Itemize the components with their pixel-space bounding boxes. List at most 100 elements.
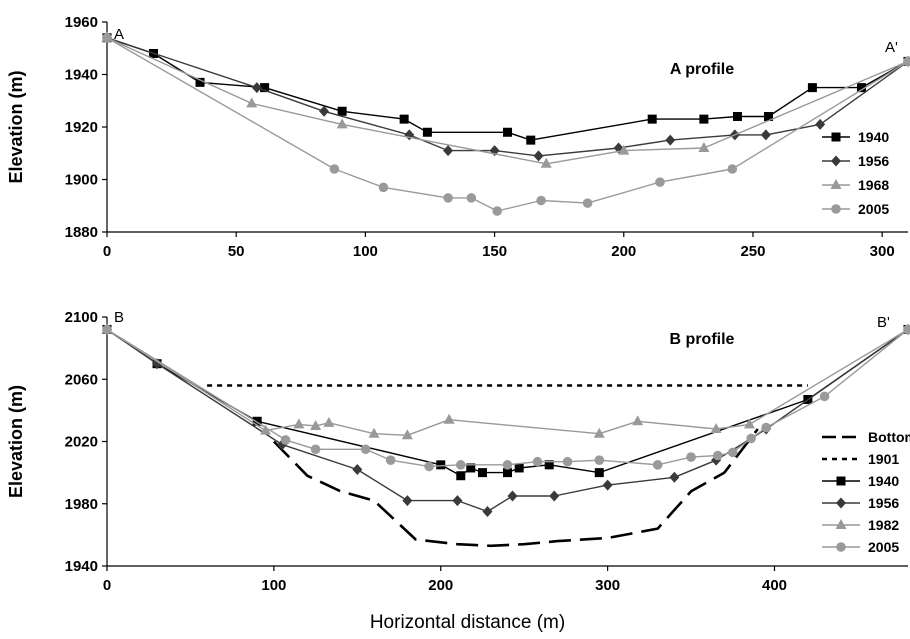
- series-2005-point: [727, 447, 738, 458]
- panel-a-profile: 1880 1900 1920 1940 1960 0 50 100 150 200 250 300 El…: [6, 14, 910, 260]
- series-2005-point: [562, 456, 573, 467]
- series-1940-point: [807, 83, 817, 93]
- series-1968-point: [618, 144, 630, 155]
- series-1956-point: [760, 129, 771, 141]
- y-axis-label: Elevation (m): [6, 385, 26, 498]
- series-2005-point: [655, 177, 665, 187]
- x-tick-label: 100: [353, 243, 378, 260]
- series-1940-point: [699, 114, 709, 124]
- series-1968-point: [336, 118, 348, 129]
- series-2005-point: [466, 193, 477, 203]
- legend-label: 1982: [868, 517, 899, 533]
- legend-label: 2005: [858, 201, 889, 217]
- series-1956-point: [319, 105, 330, 117]
- legend-label: 1940: [868, 473, 899, 489]
- series-2005-point: [532, 456, 543, 467]
- y-tick-label: 2020: [65, 434, 98, 451]
- x-tick-label: 100: [261, 577, 286, 594]
- x-tick-label: 0: [103, 577, 111, 594]
- series-2005-point: [594, 455, 605, 465]
- series-1982-point: [443, 413, 455, 424]
- y-tick-label: 1940: [65, 558, 98, 575]
- series-2005-point: [582, 198, 593, 208]
- corner-label-start: B: [114, 309, 124, 326]
- series-1940-point: [856, 83, 866, 93]
- x-tick-label: 300: [595, 577, 620, 594]
- series-2005-point: [727, 164, 738, 174]
- y-tick-label: 1980: [65, 496, 98, 513]
- series-1982-point: [323, 416, 335, 427]
- series-2005-point: [378, 182, 389, 193]
- series-bottom-line: [272, 428, 759, 548]
- series-2005-point: [652, 460, 663, 470]
- series-1940-point: [422, 127, 432, 137]
- series-1956-point: [533, 150, 544, 162]
- series-2005-point: [536, 195, 546, 206]
- series-2005-point: [819, 391, 830, 402]
- series-1956-point: [251, 82, 262, 94]
- series-2005-point: [329, 164, 340, 174]
- legend-marker: [831, 132, 841, 142]
- series-1940-point: [436, 460, 446, 470]
- series-2005-point: [102, 32, 112, 43]
- series-1956-line: [106, 37, 909, 157]
- corner-label-end: B': [877, 314, 890, 331]
- series-1982-point: [260, 424, 272, 435]
- series-1940-line: [106, 37, 909, 141]
- legend-marker: [830, 179, 842, 189]
- series-1956-point: [815, 118, 826, 130]
- series-1940-point: [195, 77, 205, 87]
- series-1968-line: [106, 37, 909, 165]
- series-2005-line: [106, 37, 909, 212]
- series-1940-point: [399, 114, 409, 124]
- y-axis-label: Elevation (m): [6, 70, 26, 183]
- legend-label: 2005: [868, 539, 899, 555]
- series-2005-point: [686, 452, 696, 462]
- series-1956-point: [665, 134, 676, 146]
- series-1982-point: [632, 415, 644, 426]
- series-1956-point: [443, 145, 454, 157]
- series-1956-point: [352, 464, 363, 476]
- legend-marker: [836, 497, 846, 509]
- series-1940-point: [647, 114, 657, 124]
- series-2005-point: [385, 455, 396, 465]
- x-tick-label: 0: [103, 243, 111, 260]
- series-2005-point: [443, 193, 453, 203]
- series-2005-line: [106, 328, 909, 468]
- series-1940-point: [477, 468, 487, 478]
- y-tick-label: 1920: [65, 119, 98, 136]
- series-1940-point: [526, 135, 536, 145]
- series-2005-point: [102, 324, 112, 335]
- panel-title: B profile: [670, 331, 735, 348]
- legend-label: Bottom: [868, 429, 910, 445]
- series-2005-point: [492, 206, 502, 216]
- series-1940-point: [456, 471, 466, 481]
- legend-marker: [831, 204, 841, 214]
- series-1956-point: [402, 495, 413, 507]
- x-axis-label: Horizontal distance (m): [370, 612, 565, 633]
- series-1956-line: [106, 328, 909, 513]
- series-2005-point: [746, 433, 756, 444]
- panel-title: A profile: [670, 61, 734, 78]
- series-1982-point: [310, 419, 322, 430]
- series-1982-point: [743, 418, 755, 429]
- series-1940-point: [337, 106, 347, 116]
- legend-marker: [836, 476, 846, 486]
- series-1968-point: [246, 97, 258, 108]
- series-1940-point: [544, 460, 554, 470]
- y-tick-label: 1900: [65, 172, 98, 189]
- series-1956-point: [452, 495, 463, 507]
- series-1956-point: [602, 479, 613, 491]
- y-tick-label: 1880: [65, 224, 98, 241]
- x-tick-label: 250: [740, 243, 765, 260]
- series-1940-point: [514, 463, 524, 473]
- legend-label: 1956: [868, 495, 899, 511]
- y-tick-label: 2100: [65, 309, 98, 326]
- legend-label: 1901: [868, 451, 899, 467]
- x-tick-label: 300: [870, 243, 895, 260]
- series-1956-point: [549, 490, 560, 502]
- series-1968-point: [698, 142, 710, 152]
- series-1956-point: [152, 358, 163, 370]
- series-1940-point: [466, 463, 476, 473]
